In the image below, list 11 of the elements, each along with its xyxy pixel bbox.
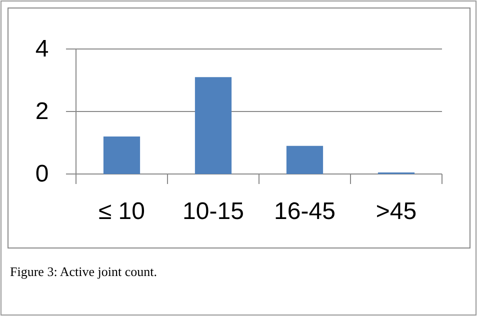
caption: Figure 3: Active joint count. xyxy=(10,264,157,279)
bar xyxy=(103,136,140,174)
y-tick-label: 0 xyxy=(35,160,49,188)
x-tick-label: ≤ 10 xyxy=(98,198,146,225)
x-tick-label: >45 xyxy=(376,198,417,225)
bar xyxy=(286,146,324,174)
x-tick-label: 16-45 xyxy=(274,198,336,225)
y-tick-label: 4 xyxy=(35,36,49,62)
x-tick-label: 10-15 xyxy=(182,198,244,225)
y-tick-label: 2 xyxy=(35,98,49,125)
bar xyxy=(194,77,232,174)
